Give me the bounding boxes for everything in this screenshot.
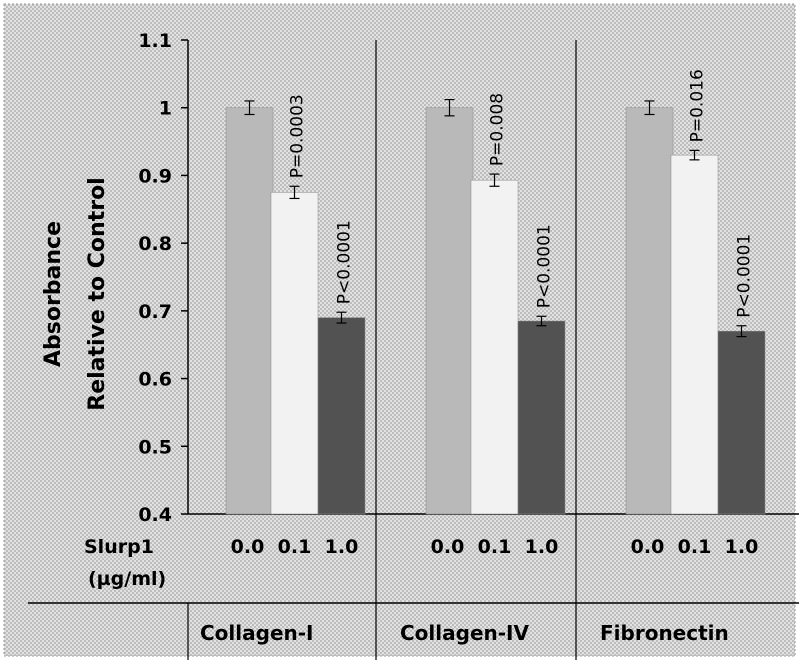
p-value-label: P<0.0001 — [735, 234, 755, 318]
x-tick-label: 0.0 — [431, 536, 465, 558]
x-tick-label: 0.1 — [478, 536, 512, 558]
condition-label-line-2: (µg/ml) — [88, 568, 166, 590]
bar — [318, 318, 365, 514]
y-tick-label: 0.7 — [138, 301, 172, 323]
group-label: Collagen-I — [200, 621, 314, 645]
y-tick-label: 1.1 — [138, 30, 172, 52]
y-tick-label: 1 — [159, 98, 172, 120]
y-tick-label: 0.4 — [138, 504, 172, 526]
bar — [471, 180, 518, 514]
y-tick-label: 0.6 — [138, 369, 172, 391]
y-tick-label: 0.9 — [138, 165, 172, 187]
bar — [226, 108, 273, 514]
x-tick-label: 0.0 — [631, 536, 665, 558]
x-tick-label: 1.0 — [325, 536, 359, 558]
bar — [626, 108, 673, 514]
group-label: Fibronectin — [600, 621, 729, 645]
p-value-label: P=0.0003 — [288, 94, 308, 178]
y-tick-label: 0.5 — [138, 436, 172, 458]
y-axis-label-line-1: Absorbance — [41, 221, 66, 367]
p-value-label: P<0.0001 — [535, 224, 555, 308]
group-label: Collagen-IV — [400, 621, 529, 645]
p-value-label: P=0.008 — [488, 93, 508, 166]
bar — [426, 108, 473, 514]
p-value-label: P=0.016 — [688, 69, 708, 142]
y-axis-label-line-2: Relative to Control — [85, 177, 110, 410]
x-tick-label: 1.0 — [525, 536, 559, 558]
x-tick-label: 1.0 — [725, 536, 759, 558]
x-tick-label: 0.1 — [678, 536, 712, 558]
x-tick-label: 0.0 — [231, 536, 265, 558]
bar — [271, 192, 318, 514]
bar — [718, 331, 765, 514]
bar — [671, 155, 718, 514]
x-tick-label: 0.1 — [278, 536, 312, 558]
condition-label-line-1: Slurp1 — [84, 536, 154, 558]
p-value-label: P<0.0001 — [335, 220, 355, 304]
y-tick-label: 0.8 — [138, 233, 172, 255]
bar — [518, 321, 565, 514]
